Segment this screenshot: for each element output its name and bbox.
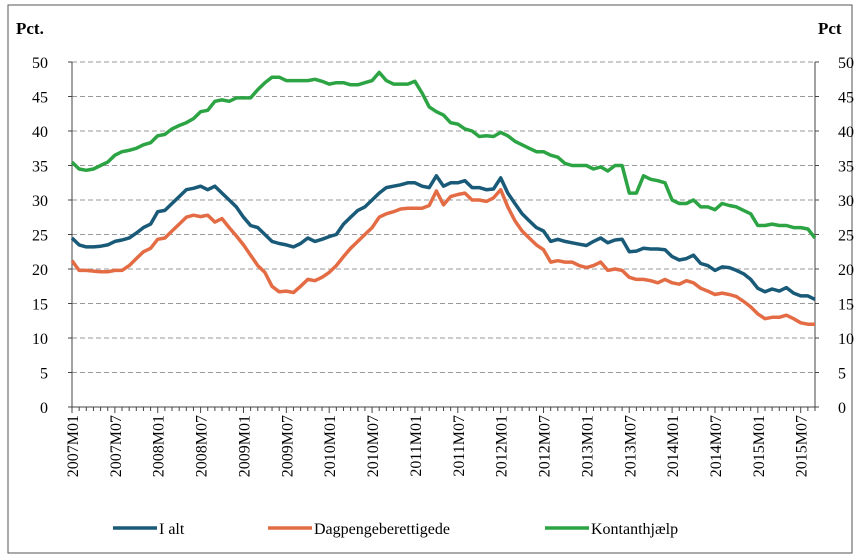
y-tick-label: 50 — [32, 55, 48, 72]
y2-tick-label: 30 — [838, 193, 854, 210]
x-tick-label: 2012M01 — [494, 415, 511, 477]
x-tick-label: 2013M07 — [622, 415, 639, 477]
y-tick-label: 5 — [40, 366, 48, 383]
x-tick-label: 2009M07 — [279, 415, 296, 477]
y2-tick-label: 50 — [838, 55, 854, 72]
y-tick-label: 20 — [32, 262, 48, 279]
x-tick-label: 2008M07 — [194, 415, 211, 477]
x-tick-label: 2008M01 — [151, 415, 168, 477]
x-tick-label: 2007M01 — [65, 415, 82, 477]
x-tick-label: 2010M07 — [365, 415, 382, 477]
series-line — [70, 174, 816, 301]
y2-tick-label: 15 — [838, 297, 854, 314]
x-tick-label: 2015M07 — [794, 415, 811, 477]
y-tick-label: 30 — [32, 193, 48, 210]
legend-label: Dagpengeberettigede — [314, 521, 450, 538]
y-axis-label: Pct. — [16, 19, 44, 38]
x-tick-label: 2014M01 — [665, 415, 682, 477]
y2-axis-label: Pct — [818, 19, 842, 38]
y2-tick-label: 10 — [838, 331, 854, 348]
legend-label: I alt — [159, 521, 185, 538]
series-line — [70, 187, 815, 326]
y-tick-label: 10 — [32, 331, 48, 348]
chart-frame — [7, 4, 853, 554]
x-tick-label: 2011M01 — [408, 415, 425, 477]
y2-tick-label: 40 — [838, 124, 854, 141]
x-tick-label: 2007M07 — [108, 415, 125, 477]
y-tick-label: 45 — [32, 90, 48, 107]
y2-tick-label: 5 — [838, 366, 846, 383]
x-tick-label: 2013M01 — [579, 415, 596, 477]
x-tick-label: 2012M07 — [537, 415, 554, 477]
y-tick-label: 40 — [32, 124, 48, 141]
y2-tick-label: 45 — [838, 90, 854, 107]
x-tick-label: 2010M01 — [322, 415, 339, 477]
y2-tick-label: 0 — [838, 400, 846, 417]
x-tick-label: 2014M07 — [708, 415, 725, 477]
y-tick-label: 25 — [32, 228, 48, 245]
x-tick-label: 2015M01 — [751, 415, 768, 477]
y2-tick-label: 20 — [838, 262, 854, 279]
series-line — [70, 70, 817, 240]
x-tick-label: 2011M07 — [451, 415, 468, 477]
y-tick-label: 0 — [40, 400, 48, 417]
x-tick-label: 2009M01 — [236, 415, 253, 477]
y2-tick-label: 25 — [838, 228, 854, 245]
legend-label: Kontanthjælp — [591, 521, 678, 538]
y2-tick-label: 35 — [838, 159, 854, 176]
y-tick-label: 35 — [32, 159, 48, 176]
y-tick-label: 15 — [32, 297, 48, 314]
